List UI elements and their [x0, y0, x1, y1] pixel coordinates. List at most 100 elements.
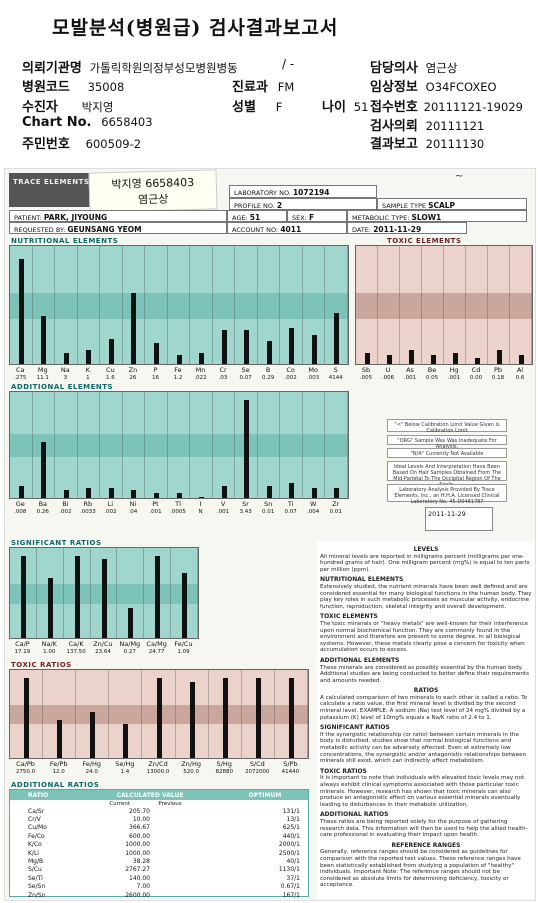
section-heading: ADDITIONAL RATIOS [320, 811, 389, 819]
section-heading: ADDITIONAL ELEMENTS [320, 656, 400, 664]
account-no: 4011 [280, 225, 302, 234]
bar-s-cd [255, 678, 261, 758]
axis-label: Na/K [41, 640, 57, 648]
axis-label: Ca [16, 366, 25, 374]
reference-band [10, 434, 348, 457]
chart-column [55, 392, 78, 498]
bar-s-pb [288, 678, 294, 758]
bar-pt [153, 493, 159, 498]
value-label: 0.29 [261, 375, 275, 381]
bar-zn-cu [101, 559, 107, 638]
axis-label: Sn [263, 500, 273, 508]
bar-na-mg [128, 608, 134, 638]
section-paragraph: Generally, reference ranges should be co… [320, 849, 521, 889]
value-label: 1.4 [120, 769, 130, 775]
chart-column [144, 548, 172, 638]
chart-column [10, 548, 37, 638]
chart-column [303, 392, 326, 498]
chart-column [378, 246, 400, 364]
chart-column [10, 670, 44, 758]
chart-column [400, 246, 422, 364]
value-label: 1.00 [43, 649, 56, 655]
axis-label: Zn/Cd [148, 760, 168, 768]
axis-label: Pt [152, 500, 159, 508]
section-heading: RATIOS [413, 687, 439, 695]
ratio-name: Ca/Sr [28, 807, 45, 815]
bar-fe-hg [90, 712, 96, 758]
bar-sr [244, 400, 250, 498]
bar-na-k [47, 578, 53, 638]
axis-label: U [385, 366, 391, 374]
value-label: .003 [307, 375, 320, 381]
bar-ca [18, 259, 24, 364]
requested-box: REQUESTED BY: GEUNSANG YEOM [9, 222, 227, 234]
chart-column [213, 246, 236, 364]
axis-label: P [153, 366, 158, 374]
bar-ca-pb [24, 678, 30, 758]
age-value: 51 [353, 100, 369, 114]
row-receipt-no: 접수번호 20111121-19029 [370, 96, 523, 115]
report-header: 모발분석(병원급) 검사결과보고서 의뢰기관명 가톨릭학원의정부성모병원병동 /… [0, 0, 538, 163]
chart-column [488, 246, 510, 364]
row-sex: 성별 F [232, 96, 282, 115]
doctor-label: 담당의사 [370, 61, 418, 76]
row-department: 진료과 FM [232, 76, 294, 95]
ward-value: / - [282, 57, 295, 71]
axis-label: B [265, 366, 271, 374]
bar-cd [474, 358, 480, 364]
chart-column [100, 392, 123, 498]
chart-column [43, 670, 77, 758]
bar-cu [108, 339, 114, 364]
bar-u [386, 355, 392, 364]
ratio-optimum: 0.67/1 [280, 883, 300, 891]
bar-pb [496, 350, 502, 364]
table-row: Fe/Co 600.00 440/1 [10, 832, 308, 840]
chart-column [33, 246, 56, 364]
ratio-value: 600.00 [129, 832, 150, 840]
section-paragraph: All mineral levels are reported in milli… [320, 553, 530, 573]
value-label: .275 [14, 375, 27, 381]
ratio-name: Zn/Sn [28, 891, 46, 899]
chart-column [325, 392, 348, 498]
value-label: .006 [381, 375, 395, 381]
chart-column [280, 246, 303, 364]
value-label: 0.18 [491, 375, 505, 381]
bar-rb [86, 488, 92, 498]
bar-i [199, 497, 205, 498]
ratio-name: Se/Sn [28, 883, 46, 891]
chart-column [64, 548, 91, 638]
toxic-title: TOXIC ELEMENTS [387, 237, 462, 245]
value-label: 520.0 [183, 769, 199, 775]
additional-ratios-table: RATIO CALCULATED VALUE OPTIMUM Current P… [9, 789, 309, 899]
ratio-value: 366.67 [129, 824, 150, 832]
axis-label: Sr [242, 500, 249, 508]
significant-ratios-values: 17.19 1.00 137.50 23.64 0.27 24.77 1.09 [9, 649, 199, 655]
section-heading: SIGNIFICANT RATIOS [320, 724, 390, 732]
chart-column [117, 548, 145, 638]
row-patient: 수진자 박지영 [22, 96, 113, 115]
chart-column [303, 246, 326, 364]
chart-column [145, 246, 168, 364]
bar-w [311, 488, 317, 498]
table-row: Se/Tl 140.00 37/1 [10, 874, 308, 882]
bar-p [153, 343, 159, 364]
sex-box: SEX: F [287, 210, 347, 222]
axis-label: K [85, 366, 90, 374]
ratio-name: Fe/Co [28, 832, 45, 840]
axis-label: S [333, 366, 338, 374]
bar-na [63, 353, 69, 364]
toxic-ratios-chart [9, 669, 309, 759]
bar-fe-cu [182, 573, 188, 638]
chart-column [235, 246, 258, 364]
value-label: .03 [218, 375, 228, 381]
reference-band [356, 293, 532, 319]
axis-label: Be [427, 366, 437, 374]
patient-sticker: 박지영 6658403 염근상 [88, 169, 218, 213]
value-label: 24.77 [148, 649, 165, 655]
toxic-values: .005 .006 .001 0.05 .001 0.00 0.18 0.6 [355, 375, 533, 381]
reference-band [10, 293, 348, 319]
axis-label: Zr [332, 500, 340, 508]
row-resident-no: 주민번호 600509-2 [22, 133, 141, 152]
table-row: K/Li 1000.00 2500/1 [10, 849, 308, 857]
bar-cr [221, 330, 227, 364]
